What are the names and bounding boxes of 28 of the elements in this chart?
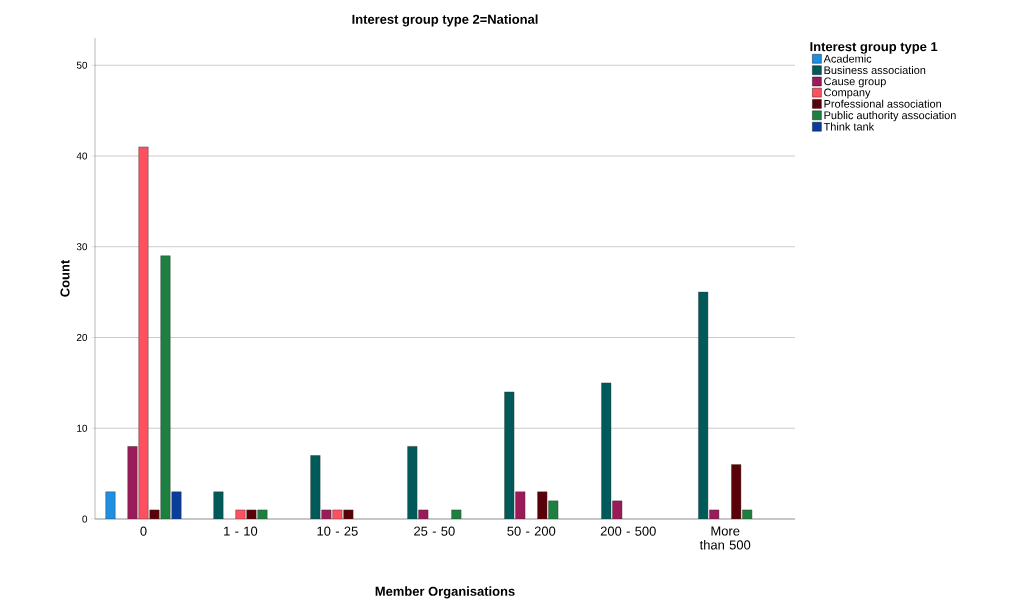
bar [105, 491, 116, 520]
y-tick-label: 40 [76, 152, 88, 160]
bar [127, 446, 138, 520]
x-tick-label: 10 - 25 [317, 526, 358, 536]
x-tick-label: 25 - 50 [414, 526, 455, 536]
legend-label: Cause group [824, 77, 886, 88]
bar [213, 491, 224, 520]
legend-label: Public authority association [824, 111, 956, 122]
x-tick-label: 0 [140, 526, 147, 536]
x-axis-title: Member Organisations [375, 586, 515, 599]
x-tick-label: More than 500 [699, 526, 751, 550]
y-tick-label: 50 [76, 61, 88, 69]
legend-label: Professional association [824, 99, 942, 108]
legend-label: Business association [824, 66, 926, 75]
y-tick-label: 0 [82, 515, 88, 523]
bar [160, 255, 171, 520]
x-tick-label: 200 - 500 [600, 526, 656, 536]
legend-title: Interest group type 1 [810, 42, 938, 54]
y-axis-title: Count [60, 259, 70, 297]
x-tick-label: 1 - 10 [224, 526, 258, 536]
chart-title: Interest group type 2=National [352, 14, 538, 27]
x-tick-label: 50 - 200 [507, 526, 556, 536]
legend-label: Academic [823, 54, 872, 63]
y-tick-label: 20 [76, 333, 88, 342]
legend-label: Think tank [823, 122, 875, 131]
y-tick-label: 30 [76, 243, 88, 251]
legend-label: Company [824, 88, 871, 99]
y-tick-label: 10 [77, 424, 88, 432]
